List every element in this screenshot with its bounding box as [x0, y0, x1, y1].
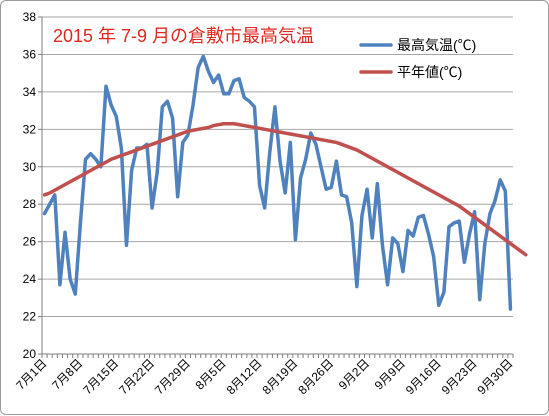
y-tick-label: 34: [23, 85, 37, 99]
legend: 最高気温(℃) 平年値(℃): [359, 37, 476, 80]
x-tick-label: 8月19日: [260, 356, 301, 397]
y-tick-label: 20: [23, 347, 37, 361]
y-tick-label: 28: [23, 197, 37, 211]
x-tick-label: 7月1日: [13, 356, 49, 392]
x-tick-label: 9月23日: [439, 356, 480, 397]
y-tick-labels: 20 22 24 26 28 30 32 34 36 38: [23, 10, 37, 361]
y-tick-label: 24: [23, 272, 37, 286]
series-line-2: [42, 121, 528, 257]
x-tick-label: 8月12日: [224, 356, 265, 397]
series-line-1: [42, 54, 513, 311]
series-lines: [42, 54, 528, 311]
y-tick-label: 30: [23, 160, 37, 174]
x-tick-label: 9月2日: [336, 356, 372, 392]
y-tick-label: 32: [23, 122, 37, 136]
x-tick-label: 7月22日: [116, 356, 157, 397]
y-tick-label: 36: [23, 47, 37, 61]
x-tick-label: 9月16日: [403, 356, 444, 397]
y-tick-label: 38: [23, 10, 37, 24]
legend-label-1: 最高気温(℃): [397, 37, 476, 53]
x-tick-label: 8月26日: [295, 356, 336, 397]
x-tick-label: 7月29日: [152, 356, 193, 397]
y-tick-label: 22: [23, 310, 37, 324]
legend-label-2: 平年値(℃): [397, 64, 462, 80]
y-tick-label: 26: [23, 235, 37, 249]
x-tick-label: 9月30日: [475, 356, 516, 397]
x-tick-label: 7月15日: [80, 356, 121, 397]
chart-title: 2015 年 7-9 月の倉敷市最高気温: [53, 26, 314, 46]
